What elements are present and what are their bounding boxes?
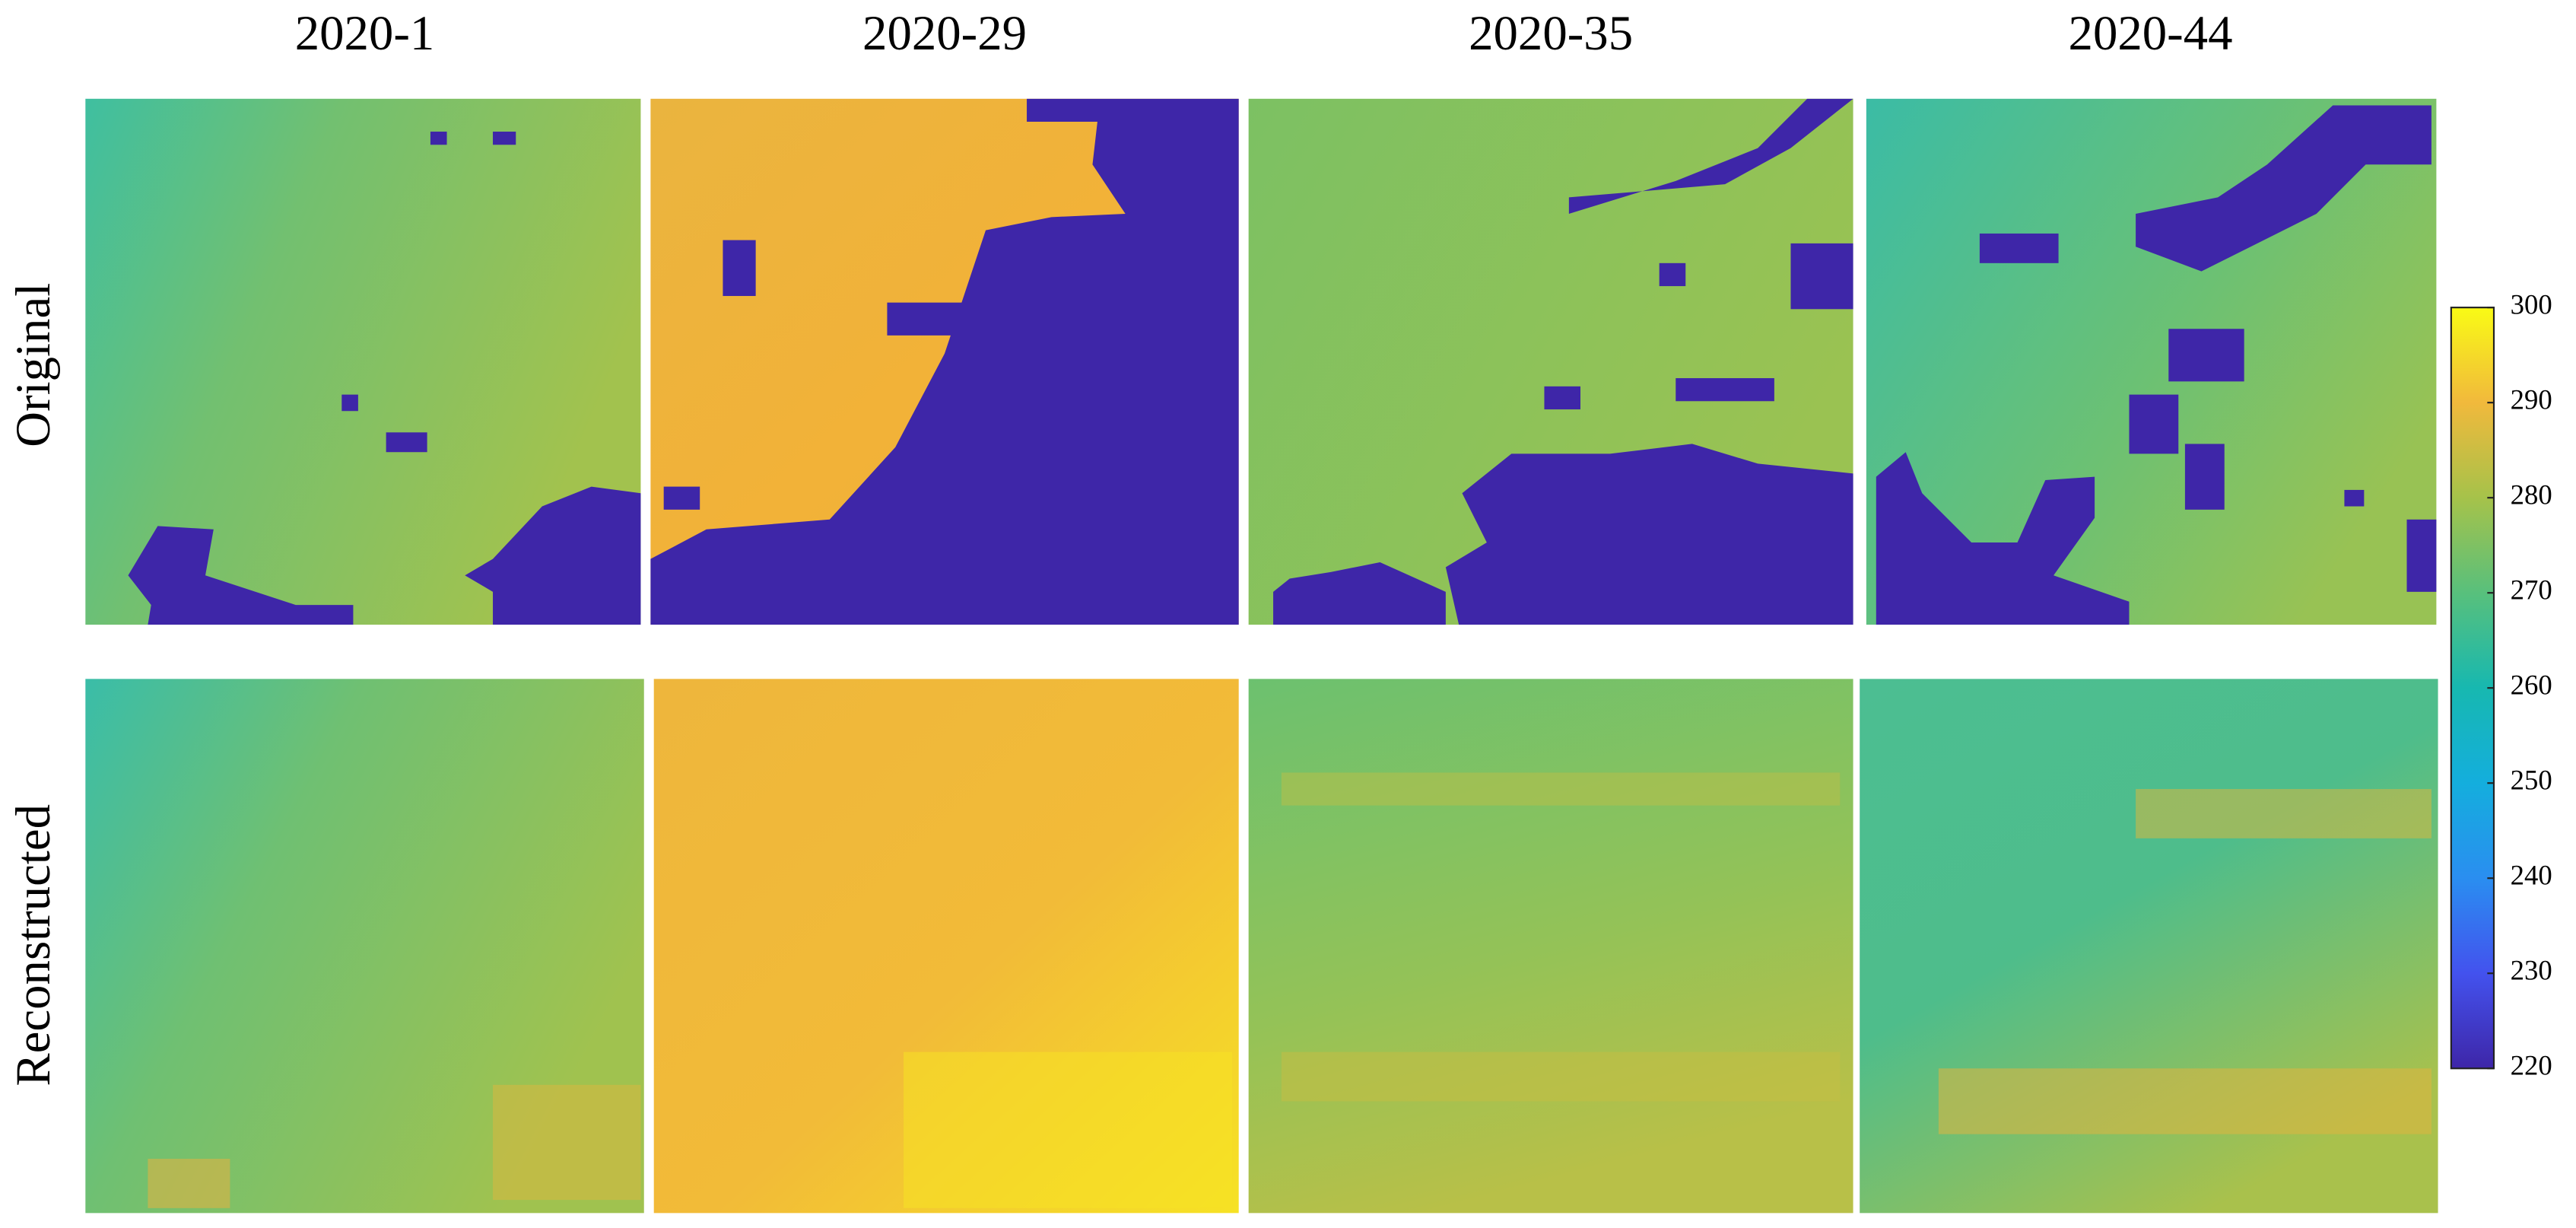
missing-region <box>887 302 986 336</box>
colorbar-tick-label: 220 <box>2511 1050 2552 1081</box>
texture-patch <box>148 1159 230 1208</box>
heatmap-panel <box>1248 679 1853 1214</box>
texture-patch <box>1938 1068 2431 1134</box>
missing-region <box>493 132 516 145</box>
colorbar-tick-label: 230 <box>2511 955 2552 986</box>
colorbar-tick-label: 270 <box>2511 574 2552 606</box>
texture-patch <box>1281 772 1841 806</box>
column-title: 2020-29 <box>862 6 1027 61</box>
missing-region <box>1979 233 2059 263</box>
missing-region <box>2184 444 2225 510</box>
colorbar-tick-label: 280 <box>2511 479 2552 511</box>
missing-region <box>1876 452 2130 625</box>
missing-region <box>650 98 1239 625</box>
texture-patch <box>904 1051 1233 1208</box>
missing-region <box>1273 562 1446 625</box>
row-label: Original <box>6 283 61 447</box>
missing-region <box>2168 329 2244 382</box>
missing-region <box>128 526 354 625</box>
missing-region <box>341 394 358 412</box>
colorbar-tick-label: 260 <box>2511 670 2552 701</box>
row-label: Reconstructed <box>6 804 61 1086</box>
missing-region <box>1445 444 1853 625</box>
missing-region <box>723 240 756 297</box>
missing-region <box>2344 489 2365 507</box>
colorbar-ticks: 220 230 240 250 260 270 280 290 300 <box>2487 289 2552 1081</box>
colorbar-tick-label: 250 <box>2511 765 2552 796</box>
colorbar <box>2450 307 2495 1070</box>
missing-region <box>386 432 427 453</box>
missing-region <box>2406 519 2437 592</box>
missing-region <box>1544 386 1580 410</box>
missing-region <box>1790 243 1853 310</box>
texture-patch <box>2136 789 2431 838</box>
column-title: 2020-1 <box>295 6 435 61</box>
texture-patch <box>493 1084 641 1201</box>
colorbar-tick-label: 290 <box>2511 384 2552 415</box>
missing-region <box>465 486 641 625</box>
missing-region <box>430 132 447 145</box>
texture <box>148 772 2431 1208</box>
texture-patch <box>1281 1051 1841 1102</box>
colorbar-tick-label: 300 <box>2511 289 2552 320</box>
missing-region <box>1568 98 1853 215</box>
column-title: 2020-35 <box>1469 6 1633 61</box>
missing-region <box>2129 394 2179 454</box>
missing-region <box>1659 262 1686 287</box>
missing-region <box>663 486 700 510</box>
missing-region <box>1676 378 1774 402</box>
missing-region <box>2136 105 2431 272</box>
colorbar-tick-label: 240 <box>2511 860 2552 891</box>
column-title: 2020-44 <box>2069 6 2233 61</box>
missing-regions <box>128 98 2437 625</box>
